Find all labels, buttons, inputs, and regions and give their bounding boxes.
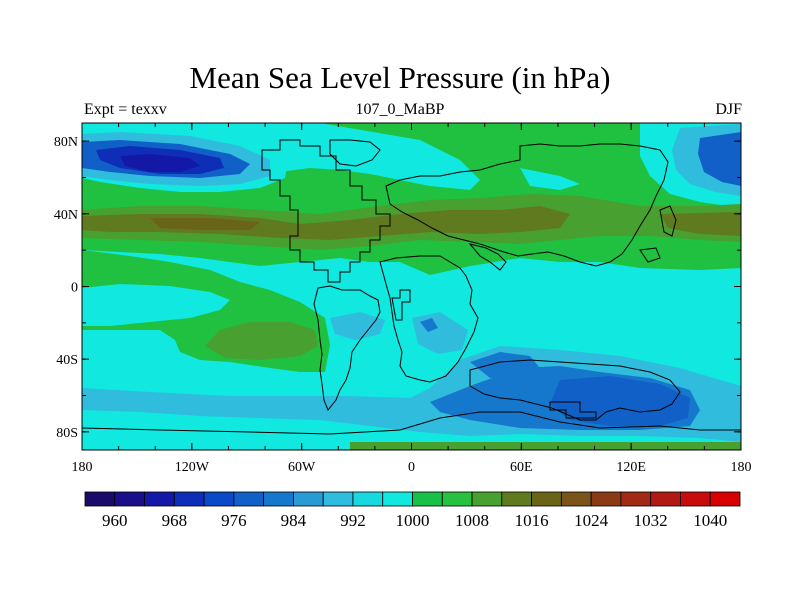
colorbar-swatch (144, 491, 175, 507)
colorbar: 960 968 976 984 992 1000 1008 1016 1024 1032 1040 (84, 491, 741, 530)
south-pacific-high (205, 322, 318, 360)
y-tick-label: 80N (54, 135, 78, 150)
southern-ocean-low-core (550, 376, 690, 426)
africa-coast (379, 255, 479, 383)
colorbar-label: 1024 (574, 511, 609, 530)
colorbar-swatch (471, 491, 503, 507)
bering-low-core (698, 132, 741, 186)
colorbar-label: 992 (340, 511, 366, 530)
colorbar-swatch (203, 491, 235, 507)
africa-inner-notch (391, 289, 411, 321)
north-pacific-low-center (120, 154, 200, 172)
pacific-high-peak (150, 218, 260, 230)
colorbar-label: 1032 (634, 511, 668, 530)
chart-title: Mean Sea Level Pressure (in hPa) (189, 60, 611, 95)
east-islands (639, 247, 661, 263)
colorbar-swatch (441, 491, 473, 507)
season-label: DJF (715, 101, 742, 118)
colorbar-label: 1000 (396, 511, 430, 530)
colorbar-label: 960 (102, 511, 128, 530)
colorbar-swatch (650, 491, 681, 507)
southern-continent-coast (469, 359, 681, 421)
colorbar-swatch (501, 491, 532, 507)
x-tick-label: 120W (175, 460, 210, 475)
x-tick-label: 180 (72, 460, 93, 475)
x-tick-label: 120E (616, 460, 646, 475)
y-axis: 80N 40N 0 40S 80S (54, 135, 741, 441)
colorbar-swatch (352, 491, 384, 507)
arabia-coast (468, 243, 507, 271)
colorbar-swatch (382, 491, 413, 507)
x-axis: 180 120W 60W 0 60E 120E 180 (72, 123, 752, 475)
colorbar-swatch (560, 491, 592, 507)
africa-low-core (420, 318, 438, 332)
y-tick-label: 40S (56, 353, 78, 368)
colorbar-label: 1008 (455, 511, 489, 530)
colorbar-swatch (233, 491, 265, 507)
antarctic-cyan-edge (82, 428, 350, 450)
y-tick-label: 80S (56, 426, 78, 441)
colorbar-swatch (293, 491, 324, 507)
south-atlantic-small-low (330, 312, 385, 340)
eurasia-coast (385, 143, 669, 267)
colorbar-label: 1040 (693, 511, 727, 530)
pressure-field (82, 123, 741, 450)
colorbar-label: 984 (281, 511, 307, 530)
colorbar-swatch (620, 491, 652, 507)
x-tick-label: 60W (288, 460, 316, 475)
x-tick-label: 180 (731, 460, 752, 475)
colorbar-swatch (709, 491, 741, 507)
south-america-coast (313, 285, 381, 411)
period-label: 107_0_MaBP (355, 101, 445, 118)
experiment-label: Expt = texxv (84, 101, 167, 118)
y-tick-label: 40N (54, 208, 78, 223)
tibet-cyan-patch (520, 168, 580, 190)
colorbar-swatch (322, 491, 354, 507)
equatorial-cyan-pocket (82, 284, 230, 326)
colorbar-swatch (263, 491, 294, 507)
subtropical-high-core (82, 206, 570, 240)
southern-inner-lake (549, 401, 597, 419)
colorbar-swatch (84, 491, 116, 507)
south-atlantic-low (470, 352, 540, 378)
x-tick-label: 0 (408, 460, 415, 475)
japan-coast (659, 205, 677, 237)
colorbar-swatch (412, 491, 443, 507)
greenland-coast (329, 139, 381, 167)
colorbar-label: 976 (221, 511, 247, 530)
antarctic-coast (82, 411, 741, 435)
colorbar-swatch (590, 491, 622, 507)
colorbar-label: 968 (162, 511, 188, 530)
y-tick-label: 0 (71, 281, 78, 296)
east-pacific-high-right (660, 212, 741, 236)
colorbar-swatch (173, 491, 205, 507)
colorbar-label: 1016 (515, 511, 549, 530)
coastlines (82, 139, 741, 435)
colorbar-swatch (680, 491, 711, 507)
colorbar-swatch (531, 491, 562, 507)
x-tick-label: 60E (510, 460, 533, 475)
colorbar-swatch (114, 491, 145, 507)
